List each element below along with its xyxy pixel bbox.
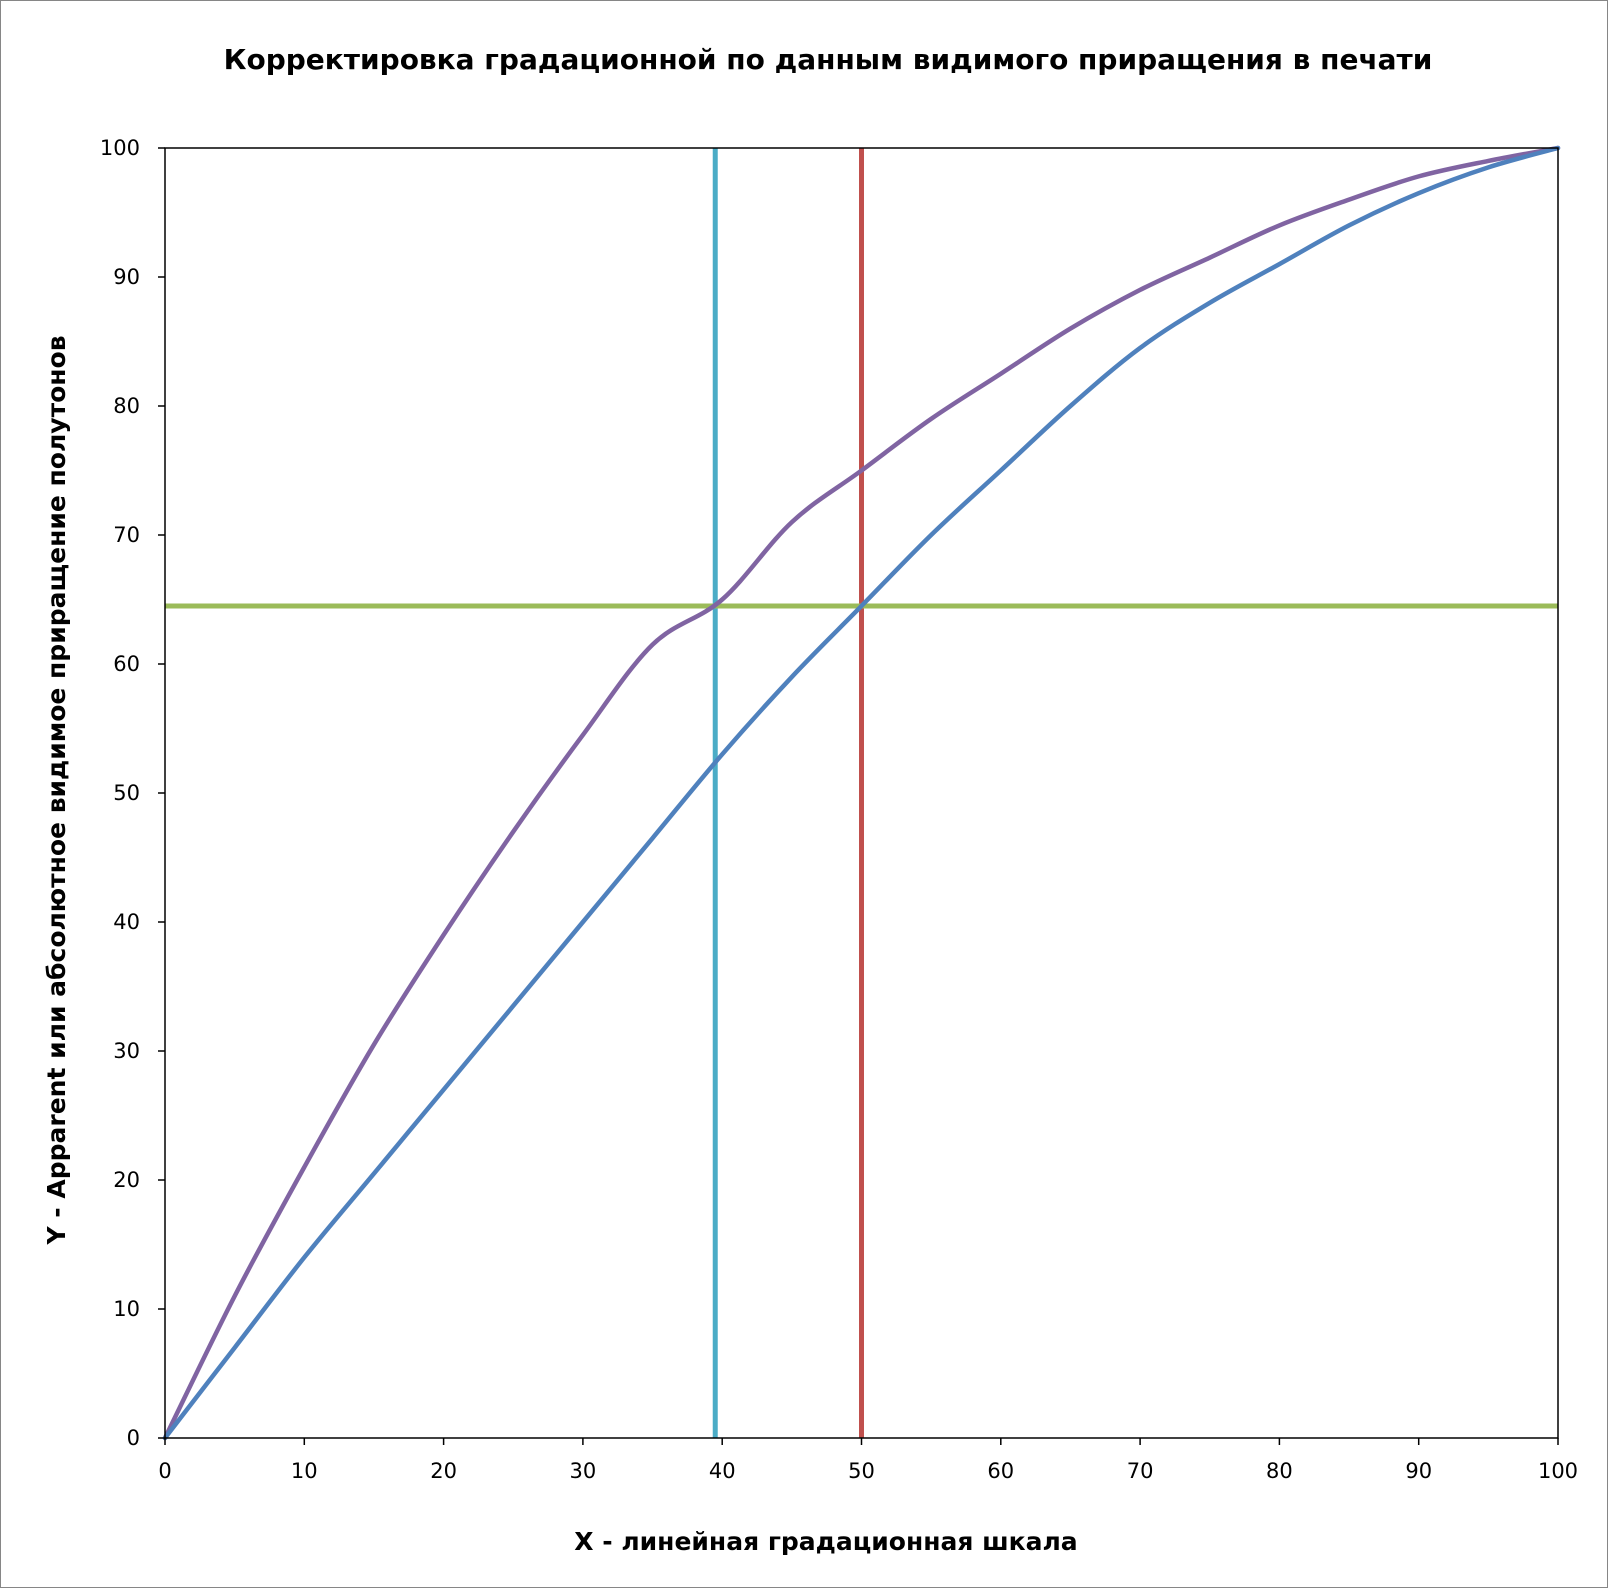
y-tick-label: 80 [113,394,140,418]
x-tick-label: 40 [709,1459,736,1483]
y-tick-label: 30 [113,1039,140,1063]
y-tick-label: 60 [113,652,140,676]
y-axis-title: Y - Apparent или абсолютное видимое прир… [42,335,71,1245]
x-tick-label: 90 [1405,1459,1432,1483]
x-axis-ticks: 0 10 20 30 40 50 60 70 80 90 100 [158,1438,1578,1483]
x-tick-label: 60 [987,1459,1014,1483]
x-tick-label: 30 [570,1459,597,1483]
y-tick-label: 90 [113,265,140,289]
series-group [162,145,1561,1441]
x-tick-label: 20 [430,1459,457,1483]
y-tick-label: 10 [113,1297,140,1321]
series-line-0 [162,145,1561,1441]
x-tick-label: 50 [848,1459,875,1483]
chart-title: Корректировка градационной по данным вид… [224,43,1433,76]
x-tick-label: 80 [1266,1459,1293,1483]
y-tick-label: 40 [113,910,140,934]
x-tick-label: 70 [1127,1459,1154,1483]
x-tick-label: 100 [1538,1459,1578,1483]
y-tick-label: 70 [113,523,140,547]
series-line-1 [162,145,1561,1441]
y-tick-label: 50 [113,781,140,805]
y-tick-label: 100 [100,136,140,160]
y-axis-ticks: 0 10 20 30 40 50 60 70 80 90 100 [100,136,165,1450]
y-tick-label: 0 [127,1426,140,1450]
x-axis-title: X - линейная градационная шкала [574,1527,1077,1556]
y-tick-label: 20 [113,1168,140,1192]
x-tick-label: 10 [291,1459,318,1483]
x-tick-label: 0 [158,1459,171,1483]
reference-lines [165,148,1558,1438]
